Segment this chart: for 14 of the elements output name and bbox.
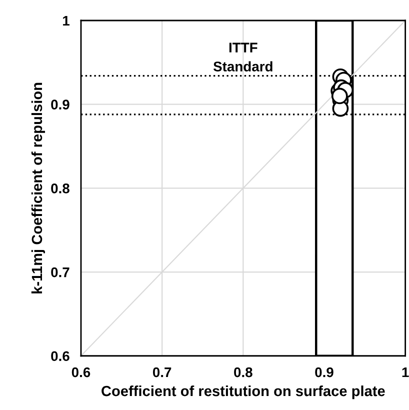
y-axis-title: k-11mj Coefficient of repulsion <box>31 82 46 294</box>
x-tick-label: 0.8 <box>234 367 252 378</box>
x-tick-label: 0.6 <box>72 367 90 378</box>
y-tick-label: 0.6 <box>51 351 70 362</box>
x-tick-label: 1 <box>402 368 409 378</box>
y-tick-label: 0.8 <box>51 184 70 194</box>
y-tick-label: 0.7 <box>51 267 70 278</box>
y-tick-label: 0.9 <box>51 100 70 110</box>
x-axis-title: Coefficient of restitution on surface plate <box>102 385 385 400</box>
band-label: ITTF Standard <box>213 42 272 72</box>
x-tick-label: 0.7 <box>152 367 172 378</box>
x-tick-label: 0.9 <box>315 367 334 378</box>
point <box>331 88 348 104</box>
y-tick-label: 1 <box>63 16 70 26</box>
